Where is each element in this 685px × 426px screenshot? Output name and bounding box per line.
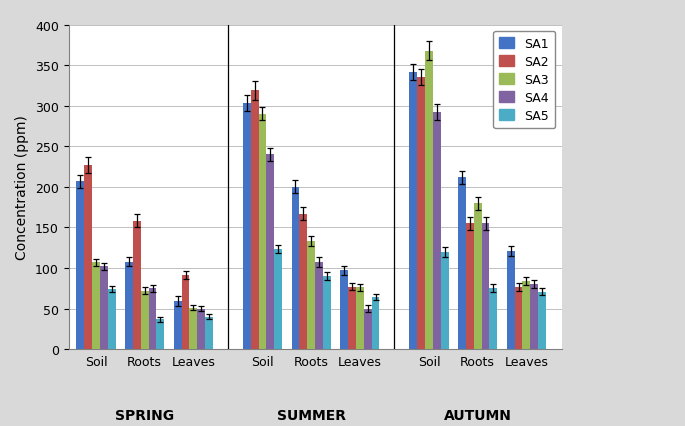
Bar [174, 302, 182, 349]
Bar [182, 276, 190, 349]
Bar [523, 281, 530, 349]
Bar [433, 113, 440, 349]
Y-axis label: Concentration (ppm): Concentration (ppm) [15, 115, 29, 260]
Bar [348, 287, 356, 349]
Bar [490, 289, 497, 349]
Bar [156, 320, 164, 349]
Bar [84, 166, 92, 349]
Bar [308, 242, 315, 349]
Bar [340, 271, 348, 349]
Legend: SA1, SA2, SA3, SA4, SA5: SA1, SA2, SA3, SA4, SA5 [493, 32, 556, 129]
Bar [258, 115, 266, 349]
Bar [417, 78, 425, 349]
Bar [140, 291, 149, 349]
Bar [125, 262, 133, 349]
Bar [356, 288, 364, 349]
Bar [425, 52, 433, 349]
Bar [299, 214, 308, 349]
Bar [323, 276, 331, 349]
Bar [514, 287, 523, 349]
Bar [530, 285, 538, 349]
Bar [133, 222, 140, 349]
Bar [243, 104, 251, 349]
Bar [190, 308, 197, 349]
Bar [372, 297, 379, 349]
Bar [315, 263, 323, 349]
Bar [149, 289, 156, 349]
Text: AUTUMN: AUTUMN [444, 408, 512, 422]
Bar [205, 317, 213, 349]
Text: SPRING: SPRING [115, 408, 174, 422]
Bar [440, 252, 449, 349]
Bar [76, 182, 84, 349]
Bar [197, 309, 205, 349]
Bar [108, 289, 116, 349]
Bar [474, 204, 482, 349]
Bar [292, 187, 299, 349]
Bar [251, 91, 258, 349]
Text: SUMMER: SUMMER [277, 408, 346, 422]
Bar [538, 292, 546, 349]
Bar [507, 251, 514, 349]
Bar [410, 72, 417, 349]
Bar [100, 267, 108, 349]
Bar [482, 224, 490, 349]
Bar [274, 250, 282, 349]
Bar [92, 263, 100, 349]
Bar [266, 155, 274, 349]
Bar [364, 309, 372, 349]
Bar [458, 178, 466, 349]
Bar [466, 224, 474, 349]
